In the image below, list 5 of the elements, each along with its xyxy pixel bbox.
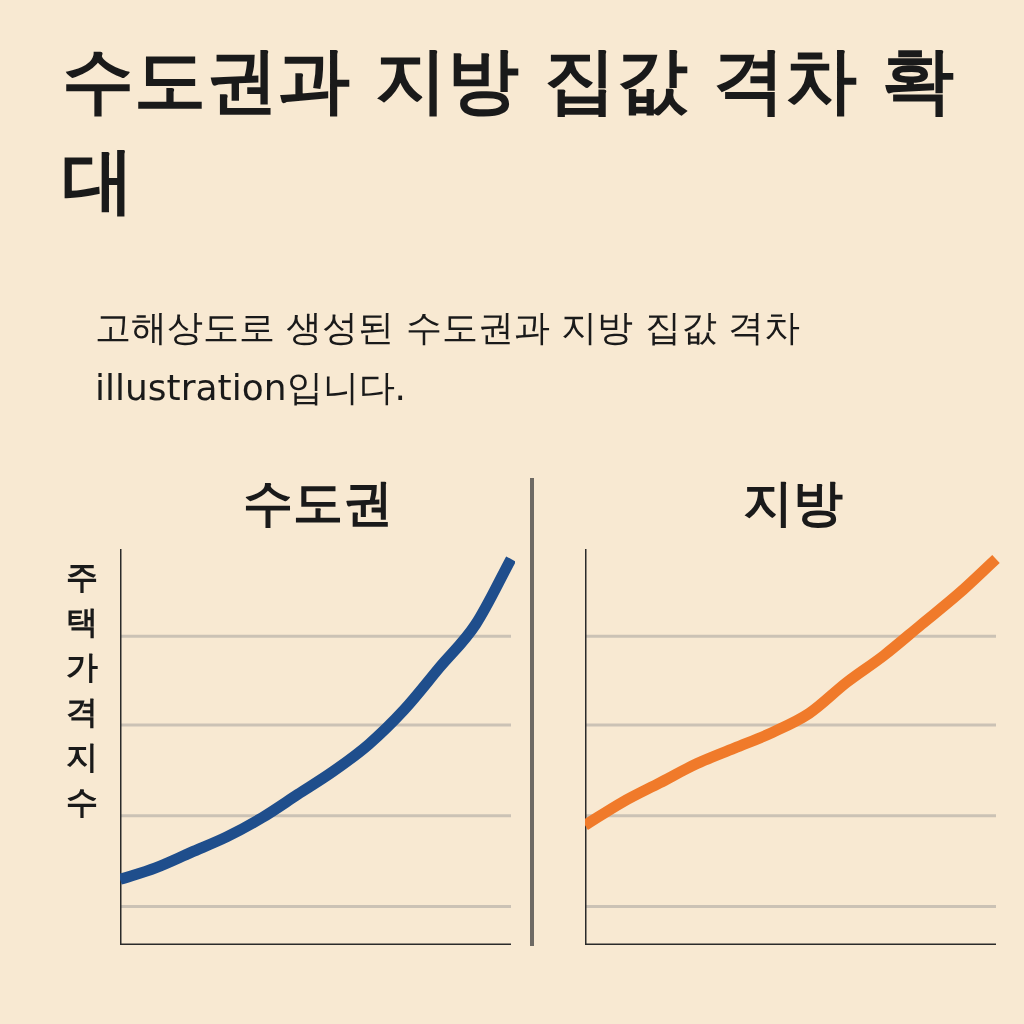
chart-title: 수도권 [241,473,394,534]
y-axis-title: 주택가격지수 [65,557,99,823]
text: 고해상도로 생성된 수도권과 지방 집값 격차 illustration입니다. [95,306,802,410]
text: 수도권과 지방 집값 격차 확대 [62,37,956,224]
chart-title: 지방 [741,473,844,534]
